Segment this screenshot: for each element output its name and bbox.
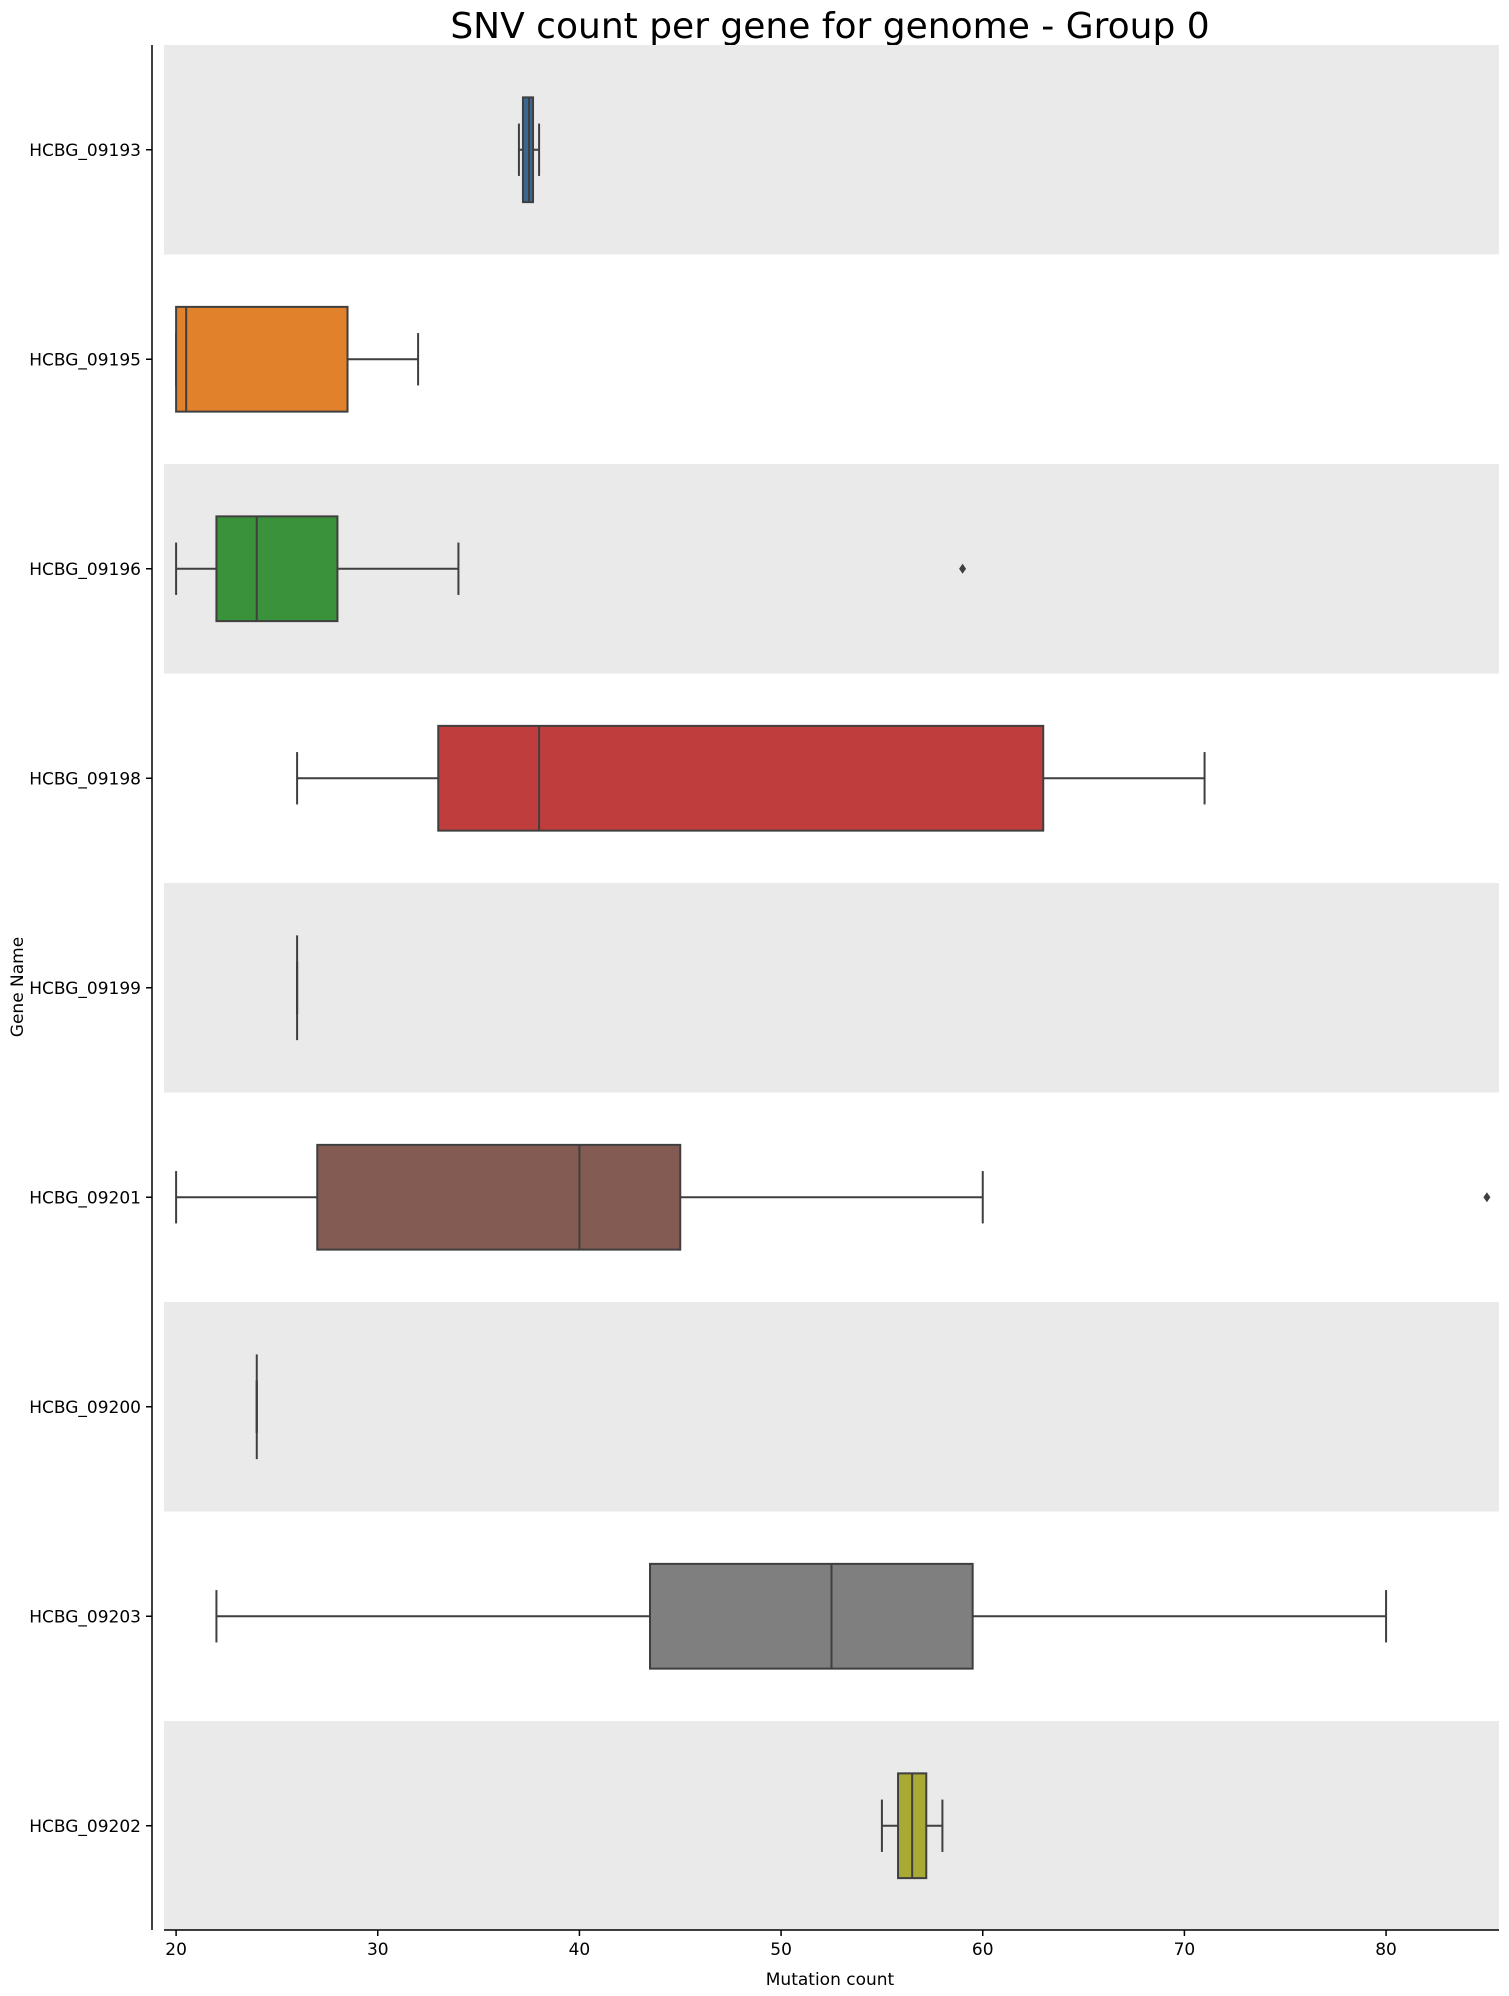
- row-band: [164, 45, 1499, 255]
- row-band: [164, 1721, 1499, 1931]
- y-tick-label: HCBG_09199: [29, 979, 141, 999]
- x-axis-label: Mutation count: [766, 1970, 895, 1990]
- boxes-layer: [175, 96, 1491, 1880]
- y-axis-label: Gene Name: [8, 937, 28, 1037]
- row-band: [164, 1302, 1499, 1512]
- row-band: [164, 883, 1499, 1093]
- box-group: [517, 96, 541, 204]
- y-tick-label: HCBG_09203: [29, 1607, 141, 1627]
- x-tick-label: 50: [770, 1940, 792, 1960]
- box: [521, 96, 535, 204]
- box-group: [175, 515, 967, 623]
- box: [437, 724, 1045, 832]
- chart-title: SNV count per gene for genome - Group 0: [450, 6, 1209, 47]
- flier-point: [959, 563, 967, 574]
- flier-point: [1483, 1192, 1491, 1203]
- y-tick-label: HCBG_09201: [29, 1188, 141, 1208]
- box-group: [175, 305, 420, 413]
- x-axis: 20 30 40 50 60 70 80: [164, 1929, 1499, 1960]
- box-group: [880, 1772, 944, 1880]
- x-tick-label: 20: [165, 1940, 187, 1960]
- y-axis: HCBG_09193 HCBG_09195 HCBG_09196 HCBG_09198…: [29, 45, 153, 1930]
- row-bands: [164, 45, 1499, 1931]
- y-tick-label: HCBG_09196: [29, 560, 141, 580]
- x-tick-label: 40: [569, 1940, 591, 1960]
- x-tick-label: 60: [972, 1940, 994, 1960]
- y-tick-label: HCBG_09193: [29, 141, 141, 161]
- box-group: [296, 724, 1206, 832]
- box: [175, 305, 349, 413]
- y-tick-label: HCBG_09198: [29, 769, 141, 789]
- box-group: [175, 1143, 1491, 1251]
- box: [215, 515, 339, 623]
- x-tick-label: 80: [1375, 1940, 1397, 1960]
- y-tick-label: HCBG_09200: [29, 1398, 141, 1418]
- x-tick-label: 30: [367, 1940, 389, 1960]
- box: [649, 1562, 974, 1670]
- x-tick-label: 70: [1174, 1940, 1196, 1960]
- box: [316, 1143, 682, 1251]
- y-tick-label: HCBG_09195: [29, 350, 141, 370]
- box-group: [215, 1562, 1388, 1670]
- y-tick-label: HCBG_09202: [29, 1817, 141, 1837]
